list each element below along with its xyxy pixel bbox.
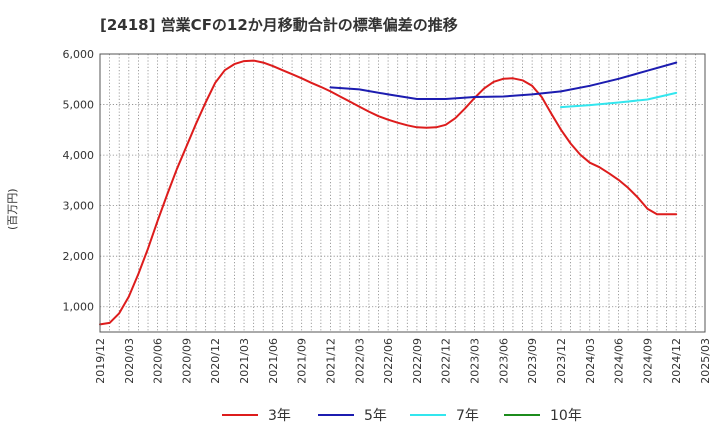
x-tick-label: 2022/12 [440,338,453,384]
y-tick-label: 6,000 [63,48,95,61]
legend-swatch [504,414,540,416]
legend: 3年 5年 7年 10年 [0,400,720,430]
x-tick-label: 2022/06 [382,338,395,384]
x-tick-label: 2020/09 [180,338,193,384]
legend-label: 5年 [364,408,387,424]
x-tick-label: 2021/12 [324,338,337,384]
plot-border [99,53,706,333]
x-tick-label: 2024/12 [670,338,683,384]
x-tick-label: 2024/06 [613,338,626,384]
series-line-2 [329,61,678,100]
plot-area [100,54,705,332]
legend-swatch [318,414,354,416]
x-tick-label: 2019/12 [94,338,107,384]
y-tick-label: 4,000 [63,149,95,162]
legend-swatch [222,414,258,416]
x-tick-label: 2023/09 [526,338,539,384]
y-tick-label: 5,000 [63,99,95,112]
x-tick-label: 2025/03 [699,338,712,384]
x-tick-label: 2021/06 [267,338,280,384]
x-tick-label: 2020/12 [209,338,222,384]
x-tick-label: 2023/12 [555,338,568,384]
x-tick-label: 2024/03 [584,338,597,384]
y-tick-label: 1,000 [63,301,95,314]
x-tick-label: 2021/09 [296,338,309,384]
x-tick-label: 2020/06 [152,338,165,384]
chart-title: [2418] 営業CFの12か月移動合計の標準偏差の推移 [100,16,458,34]
x-tick-label: 2022/09 [411,338,424,384]
series-line-3 [560,91,678,109]
legend-label: 3年 [268,408,291,424]
x-tick-label: 2022/03 [353,338,366,384]
series-line-1 [99,59,678,326]
line-chart: 1,000 2,000 3,000 4,000 5,000 6,000 2019/12 202… [63,48,713,384]
x-tick-label: 2020/03 [123,338,136,384]
x-tick-label: 2021/03 [238,338,251,384]
y-tick-label: 2,000 [63,250,95,263]
y-tick-label: 3,000 [63,200,95,213]
legend-swatch [410,414,446,416]
x-tick-label: 2023/03 [469,338,482,384]
x-tick-label: 2023/06 [497,338,510,384]
x-tick-label: 2024/09 [641,338,654,384]
legend-label: 7年 [456,408,479,424]
legend-label: 10年 [550,408,582,424]
